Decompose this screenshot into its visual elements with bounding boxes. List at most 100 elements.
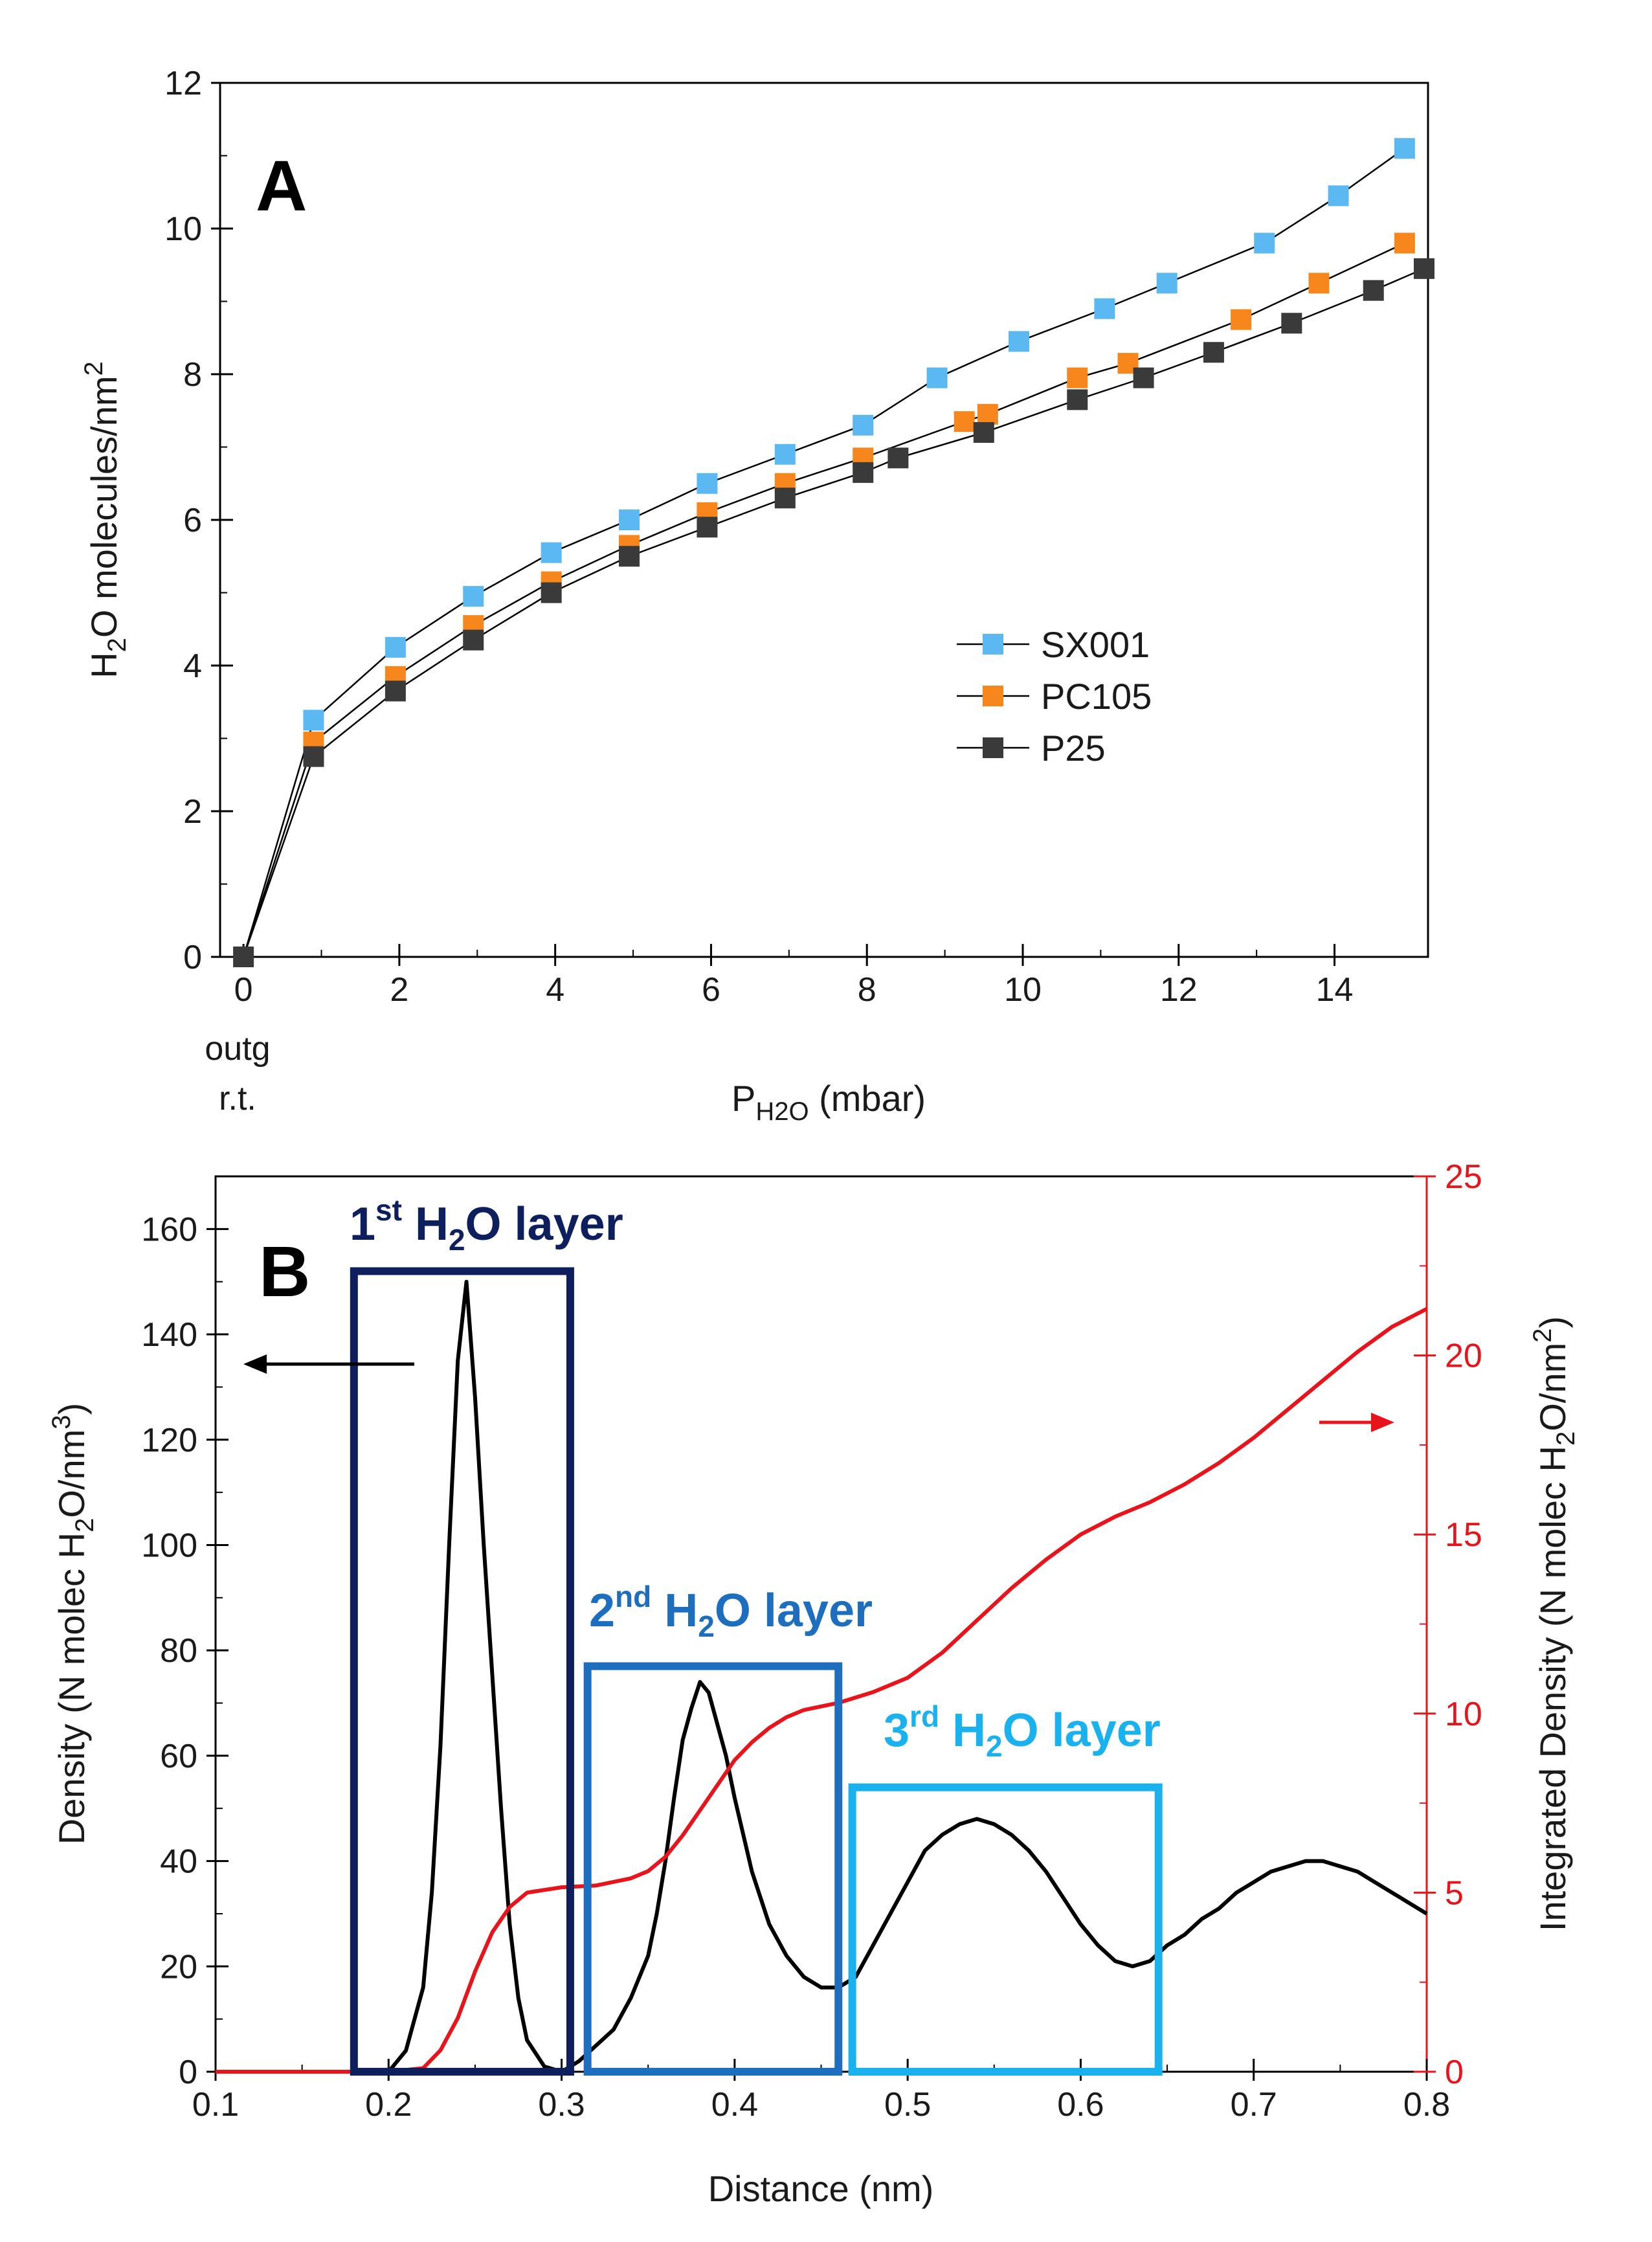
arrow-left-head xyxy=(243,1354,267,1374)
x-tick-label: 0.1 xyxy=(192,2086,239,2124)
data-point-p25 xyxy=(697,517,718,538)
data-point-p25 xyxy=(1413,258,1434,279)
data-point-p25 xyxy=(233,947,254,967)
y-tick-label: 2 xyxy=(183,793,202,831)
layer-box-3 xyxy=(848,1783,1163,2076)
panel-b-ticks: 0.1 0.2 0.3 0.4 0.5 0.6 0.7 0.80204060801001201… xyxy=(141,1158,1482,2124)
data-point-sx001 xyxy=(385,636,406,658)
layer1-text: H xyxy=(402,1198,449,1250)
data-point-pc105 xyxy=(1067,367,1088,388)
data-point-sx001 xyxy=(1156,273,1178,294)
yl-c: ) xyxy=(51,1403,92,1415)
panel-b-ylabel-left: Density (N molec H2O/nm3) xyxy=(47,1403,99,1844)
panel-a-ylabel: H2O molecules/nm2 xyxy=(80,361,131,678)
layer-box-2 xyxy=(583,1662,843,2076)
data-point-sx001 xyxy=(853,414,874,436)
yl-b: O/nm xyxy=(51,1429,92,1518)
panel-b-layer-boxes xyxy=(350,1267,1163,2076)
yl-sub: 2 xyxy=(71,1518,99,1532)
data-point-p25 xyxy=(619,546,640,567)
ylabel-sup: 2 xyxy=(80,361,108,376)
layer3-rest: O layer xyxy=(1003,1705,1161,1756)
legend-marker-p25 xyxy=(983,737,1003,758)
layer1-num: 1 xyxy=(350,1198,375,1250)
ylabel-b: O molecules/nm xyxy=(84,376,124,638)
y-left-tick-label: 20 xyxy=(160,1948,197,1986)
data-point-p25 xyxy=(887,447,909,469)
data-point-sx001 xyxy=(619,510,640,530)
legend-label-p25: P25 xyxy=(1041,728,1106,768)
density-curve xyxy=(216,1279,1428,2074)
panel-a-chart: 0 2 4 6 8 10 12 14 0 2 4 6 8 10 12 A SX001 PC105 P25 out… xyxy=(80,65,1434,1126)
y-tick-label: 12 xyxy=(164,65,202,102)
x-tick-label: 12 xyxy=(1160,971,1198,1009)
y-tick-label: 6 xyxy=(183,502,202,539)
yr-sup: 2 xyxy=(1528,1328,1557,1343)
legend-marker-sx001 xyxy=(983,634,1003,655)
panel-a-label: A xyxy=(256,146,307,226)
x-extra-label-rt: r.t. xyxy=(219,1080,256,1117)
data-point-p25 xyxy=(1363,280,1384,301)
series-line-sx001 xyxy=(242,148,1405,958)
y-right-tick-label: 15 xyxy=(1445,1516,1482,1554)
data-point-p25 xyxy=(1203,342,1224,363)
y-tick-label: 8 xyxy=(183,356,202,394)
x-tick-label: 4 xyxy=(546,971,564,1009)
x-tick-label: 6 xyxy=(702,971,720,1009)
y-left-tick-label: 120 xyxy=(141,1422,197,1459)
y-right-tick-label: 5 xyxy=(1445,1874,1464,1912)
x-tick-label: 14 xyxy=(1316,971,1354,1009)
layer3-text: H xyxy=(939,1705,986,1756)
data-point-p25 xyxy=(973,422,994,443)
data-point-p25 xyxy=(303,746,324,767)
y-right-tick-label: 0 xyxy=(1445,2054,1464,2091)
data-point-sx001 xyxy=(463,586,484,607)
panel-b-ylabel-right: Integrated Density (N molec H2O/nm2) xyxy=(1528,1316,1580,1931)
legend-label-pc105: PC105 xyxy=(1041,676,1152,717)
x-tick-label: 0.4 xyxy=(711,2086,758,2124)
y-tick-label: 4 xyxy=(183,647,202,685)
y-left-tick-label: 0 xyxy=(179,2054,197,2091)
y-left-tick-label: 80 xyxy=(160,1632,197,1670)
layer1-rest: O layer xyxy=(465,1198,623,1250)
data-point-p25 xyxy=(774,488,796,509)
panel-a-series-lines xyxy=(242,148,1425,958)
layer2-sup: nd xyxy=(615,1580,651,1613)
data-point-sx001 xyxy=(774,443,796,465)
data-point-p25 xyxy=(1067,389,1088,410)
data-point-pc105 xyxy=(977,403,998,425)
layer3-sup: rd xyxy=(910,1699,939,1733)
y-left-tick-label: 40 xyxy=(160,1843,197,1881)
yr-b: O/nm xyxy=(1532,1343,1573,1431)
x-tick-label: 0.7 xyxy=(1231,2086,1277,2124)
panel-b-series-lines xyxy=(216,1279,1428,2074)
data-point-p25 xyxy=(1133,367,1154,388)
data-point-p25 xyxy=(853,462,874,483)
data-point-pc105 xyxy=(1394,232,1415,254)
panel-a-frame xyxy=(219,82,1429,958)
layer1-sup: st xyxy=(375,1193,402,1227)
x-tick-label: 8 xyxy=(858,971,876,1009)
data-point-sx001 xyxy=(1328,185,1349,207)
layer3-sub: 2 xyxy=(986,1729,1003,1763)
panel-b-chart: 0.1 0.2 0.3 0.4 0.5 0.6 0.7 0.80204060801001201… xyxy=(47,1158,1580,2209)
layer2-sub: 2 xyxy=(698,1609,715,1643)
data-point-pc105 xyxy=(954,411,975,432)
data-point-p25 xyxy=(1281,313,1302,334)
layer-label-3: 3rd H2O layer xyxy=(884,1699,1161,1763)
y-left-tick-label: 140 xyxy=(141,1316,197,1354)
x-tick-label: 0 xyxy=(234,971,253,1009)
data-point-sx001 xyxy=(697,473,718,494)
data-point-sx001 xyxy=(303,710,324,731)
xlabel-sub: H2O xyxy=(755,1097,809,1126)
data-point-sx001 xyxy=(541,542,562,563)
x-extra-label-outg: outg xyxy=(205,1030,270,1068)
layer2-num: 2 xyxy=(589,1585,615,1637)
yr-sub: 2 xyxy=(1552,1431,1580,1446)
layer3-num: 3 xyxy=(884,1705,910,1756)
arrow-right-head xyxy=(1371,1413,1394,1432)
y-left-tick-label: 60 xyxy=(160,1738,197,1775)
y-right-tick-label: 20 xyxy=(1445,1338,1482,1375)
layer1-sub: 2 xyxy=(449,1223,465,1257)
yl-sup: 3 xyxy=(47,1415,76,1429)
